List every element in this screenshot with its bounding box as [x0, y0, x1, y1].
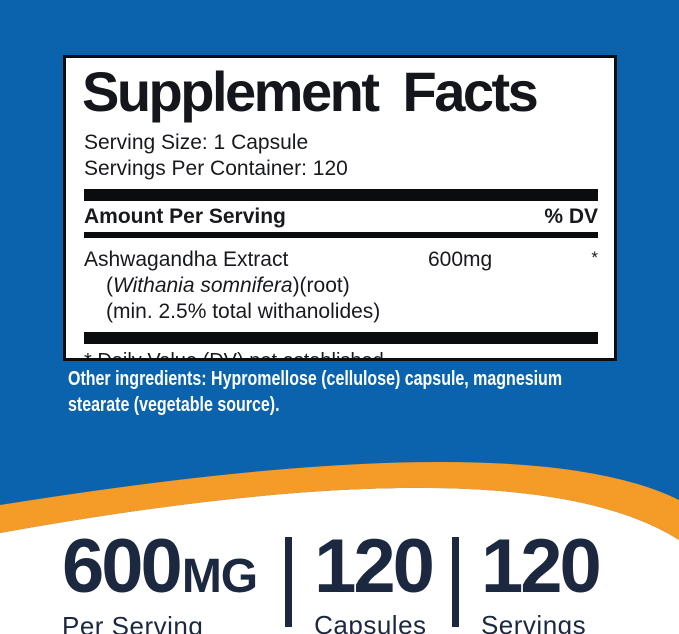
stat-servings: 120 Servings	[480, 524, 602, 634]
stat-per-serving-value: 600	[62, 524, 183, 609]
serving-size-line: Serving Size: 1 Capsule	[84, 131, 309, 155]
stat-per-serving-label: Per Serving	[62, 611, 204, 634]
amount-header-row: Amount Per Serving % DV	[84, 201, 598, 232]
stat-per-serving: 600 MG Per Serving	[62, 524, 258, 634]
botanical-paren-open: (	[106, 274, 113, 298]
stat-capsules: 120 Capsules	[314, 524, 435, 634]
swoosh-graphic	[0, 461, 679, 634]
servings-per-container-line: Servings Per Container: 120	[84, 157, 348, 181]
other-ingredients-line1: Other ingredients: Hypromellose (cellulo…	[68, 367, 563, 390]
panel-title: Supplement Facts	[82, 60, 539, 123]
stat-per-serving-value-row: 600 MG	[62, 524, 258, 609]
stat-per-serving-unit: MG	[181, 550, 258, 603]
percent-dv-label: % DV	[544, 205, 598, 229]
other-ingredients: Other ingredients: Hypromellose (cellulo…	[68, 366, 614, 417]
divider-bar-medium	[84, 232, 598, 239]
divider-bar-thick-top	[84, 189, 598, 202]
ingredient-amount: 600mg	[428, 248, 493, 272]
stat-capsules-value: 120	[314, 524, 435, 609]
supplement-facts-panel: Supplement Facts Serving Size: 1 Capsule…	[63, 55, 617, 361]
stat-capsules-label: Capsules	[314, 610, 427, 634]
amount-per-serving-label: Amount Per Serving	[84, 205, 286, 229]
swoosh-white-area	[0, 487, 679, 634]
swoosh-orange-band	[0, 461, 679, 540]
ingredient-dv-asterisk: *	[591, 248, 598, 268]
stat-servings-value-row: 120	[480, 524, 602, 609]
ingredient-name: Ashwagandha Extract	[84, 248, 289, 272]
ingredient-standardization-line: (min. 2.5% total withanolides)	[106, 300, 381, 324]
dv-footnote: * Daily Value (DV) not established.	[84, 344, 598, 358]
stat-divider-1	[285, 537, 293, 627]
other-ingredients-line2: stearate (vegetable source).	[68, 392, 280, 416]
ingredient-row: Ashwagandha Extract 600mg *	[84, 238, 598, 273]
ingredient-botanical-line: (Withania somnifera)(root)	[84, 273, 598, 299]
botanical-name: Withania somnifera	[113, 274, 293, 298]
stat-servings-value: 120	[480, 524, 602, 609]
stats-row: 600 MG Per Serving 120 Capsules 120 Serv…	[0, 524, 679, 634]
divider-bar-thick-bottom	[84, 332, 598, 345]
stat-divider-2	[451, 537, 459, 627]
stat-servings-label: Servings	[480, 610, 587, 634]
stat-capsules-value-row: 120	[314, 524, 435, 609]
botanical-part: )(root)	[292, 274, 350, 298]
